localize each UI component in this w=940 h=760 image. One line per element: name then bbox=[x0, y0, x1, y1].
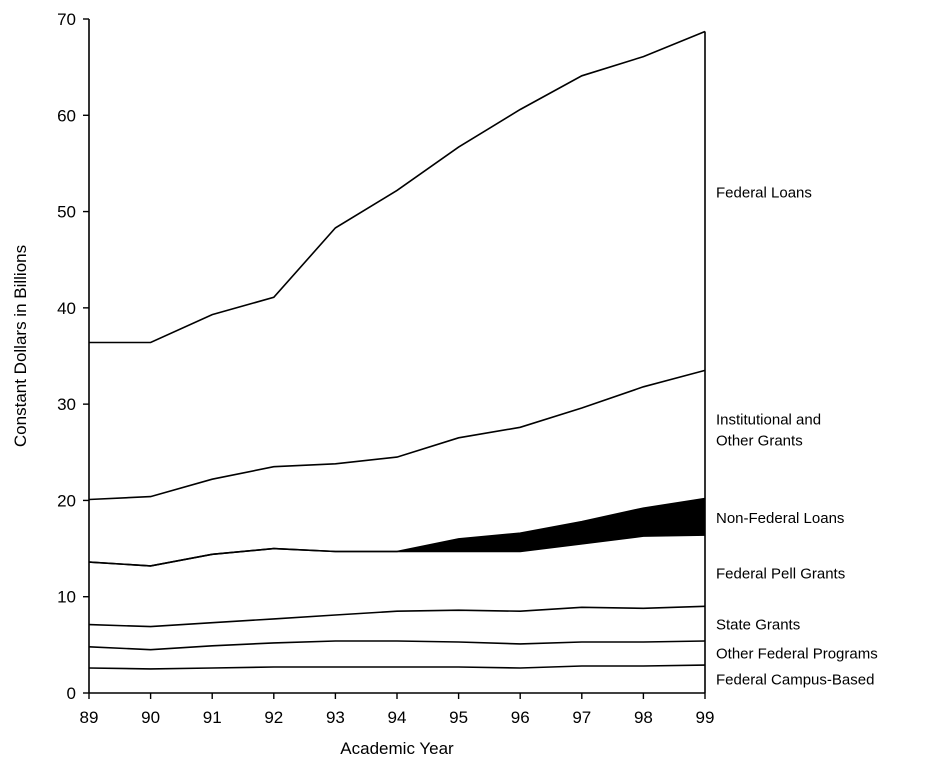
y-tick-label: 0 bbox=[67, 684, 76, 703]
line-institutional-and-other-grants bbox=[88, 369, 706, 501]
line-state-grants bbox=[88, 605, 706, 628]
x-tick-label: 91 bbox=[203, 708, 222, 727]
line-federal-campus-based bbox=[88, 664, 706, 670]
x-tick-label: 93 bbox=[326, 708, 345, 727]
y-tick-label: 40 bbox=[57, 299, 76, 318]
x-tick-label: 98 bbox=[634, 708, 653, 727]
y-tick-label: 30 bbox=[57, 395, 76, 414]
series-label-non-federal-loans: Non-Federal Loans bbox=[716, 510, 844, 527]
series-labels: Federal Loans Institutional and Other Gran… bbox=[716, 184, 878, 688]
x-axis-ticks: 89 90 91 92 93 94 95 96 97 98 99 bbox=[80, 693, 715, 727]
series-lines bbox=[88, 30, 706, 670]
axes bbox=[88, 19, 706, 694]
y-tick-label: 70 bbox=[57, 10, 76, 29]
x-tick-label: 95 bbox=[449, 708, 468, 727]
series-label-federal-loans: Federal Loans bbox=[716, 184, 812, 201]
area-fills bbox=[89, 498, 705, 566]
line-federal-loans bbox=[89, 30, 706, 344]
y-tick-label: 60 bbox=[57, 106, 76, 125]
y-axis-ticks: 0 10 20 30 40 50 60 70 bbox=[57, 10, 89, 703]
y-tick-label: 10 bbox=[57, 588, 76, 607]
line-non-federal-loans bbox=[88, 497, 706, 567]
series-label-institutional-and-other-grants: Institutional and Other Grants bbox=[716, 412, 821, 450]
series-label-federal-pell-grants: Federal Pell Grants bbox=[716, 566, 845, 583]
line-federal-pell-grants bbox=[88, 534, 706, 567]
line-other-federal-programs bbox=[88, 640, 706, 651]
series-label-federal-campus-based: Federal Campus-Based bbox=[716, 672, 874, 689]
x-tick-label: 97 bbox=[572, 708, 591, 727]
x-tick-label: 89 bbox=[80, 708, 99, 727]
series-label-state-grants: State Grants bbox=[716, 617, 800, 634]
x-tick-label: 94 bbox=[388, 708, 407, 727]
y-axis-title: Constant Dollars in Billions bbox=[11, 245, 30, 447]
area-band-non-federal-loans bbox=[89, 498, 705, 566]
x-tick-label: 99 bbox=[696, 708, 715, 727]
y-tick-label: 50 bbox=[57, 203, 76, 222]
x-tick-label: 92 bbox=[264, 708, 283, 727]
y-tick-label: 20 bbox=[57, 491, 76, 510]
x-tick-label: 90 bbox=[141, 708, 160, 727]
x-tick-label: 96 bbox=[511, 708, 530, 727]
series-label-other-federal-programs: Other Federal Programs bbox=[716, 646, 878, 663]
x-axis-title: Academic Year bbox=[340, 739, 454, 758]
